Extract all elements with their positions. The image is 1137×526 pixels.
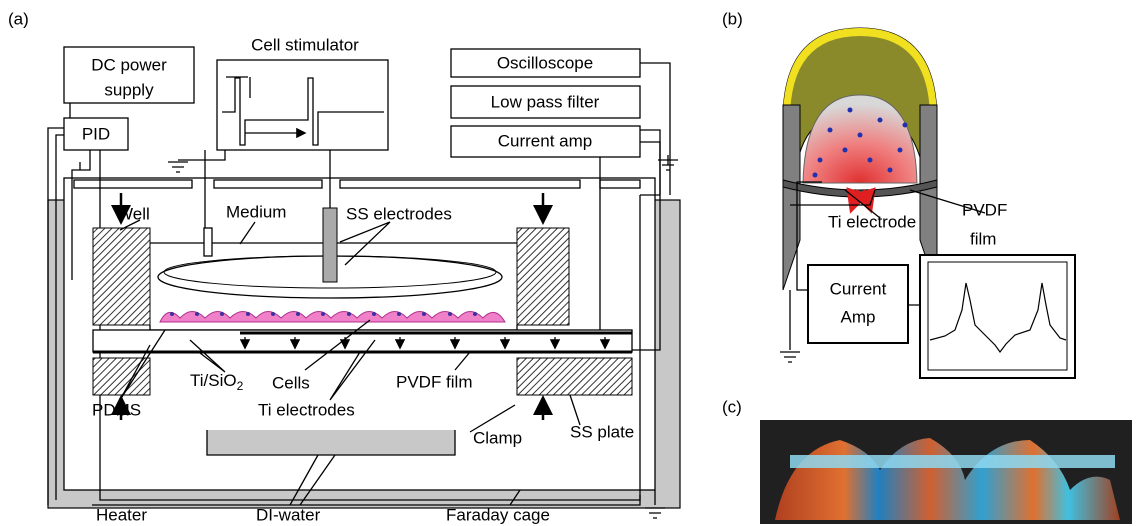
label: supply xyxy=(104,80,154,99)
label: Ti/SiO2 xyxy=(190,371,244,393)
well-wall xyxy=(517,228,569,325)
label: SS plate xyxy=(570,422,634,441)
label: film xyxy=(970,229,996,248)
label: DC power xyxy=(91,55,167,74)
amp-box xyxy=(808,265,908,343)
panel-a: (a) DC power supply PID Cell stimulator … xyxy=(8,9,680,524)
panel-label: (c) xyxy=(722,397,742,416)
lid xyxy=(74,180,640,188)
label: PDMS xyxy=(92,400,141,419)
panel-label: (b) xyxy=(722,9,743,28)
label: Cells xyxy=(272,373,310,392)
subscript: 2 xyxy=(237,379,244,393)
label: SS electrodes xyxy=(346,204,452,223)
label: Medium xyxy=(226,202,286,221)
di-water-tray xyxy=(207,430,455,455)
clamp-block xyxy=(93,358,150,395)
label: Ti electrodes xyxy=(258,400,355,419)
label: Amp xyxy=(841,307,876,326)
panel-c: (c) xyxy=(722,397,1132,524)
label: Faraday cage xyxy=(446,505,550,524)
panel-label: (a) xyxy=(8,9,29,28)
label: Well xyxy=(117,204,150,223)
label: PVDF xyxy=(962,200,1007,219)
ss-electrode xyxy=(323,208,337,282)
label: PID xyxy=(82,124,110,143)
label: Ti electrode xyxy=(828,212,916,231)
label: Ti/SiO xyxy=(190,371,237,390)
ss-electrode xyxy=(204,228,212,256)
well-wall xyxy=(93,228,150,325)
label: Cell stimulator xyxy=(251,35,359,54)
figure: (a) DC power supply PID Cell stimulator … xyxy=(0,0,1137,526)
scope-screen xyxy=(928,262,1067,370)
label: Low pass filter xyxy=(491,92,600,111)
panel-b: (b) Ti electrode PVDF film Current Amp xyxy=(722,9,1075,378)
stimulator-box xyxy=(217,60,388,150)
label: Oscilloscope xyxy=(497,53,593,72)
label: DI-water xyxy=(256,505,321,524)
probe-band xyxy=(790,455,1115,468)
label: PVDF film xyxy=(396,372,473,391)
label: Current amp xyxy=(498,131,592,150)
ss-plate xyxy=(517,358,632,395)
label: Heater xyxy=(96,505,147,524)
label: Clamp xyxy=(473,428,522,447)
label: Current xyxy=(830,279,887,298)
